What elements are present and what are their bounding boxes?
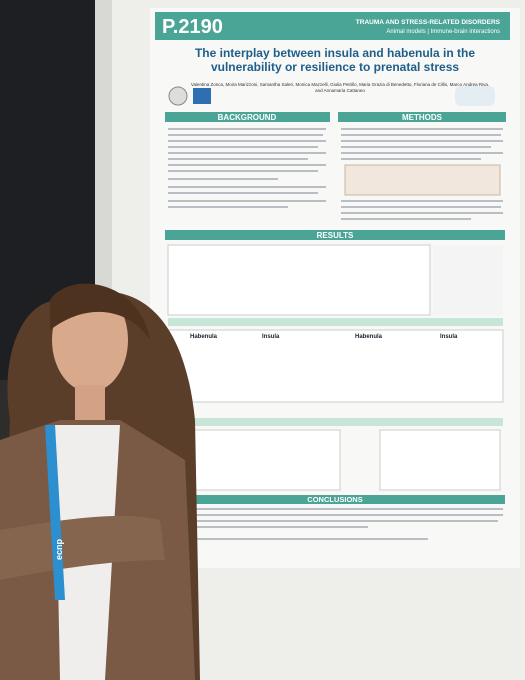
- neck: [75, 385, 105, 425]
- results-figure: [189, 429, 341, 491]
- section-bar: [165, 495, 505, 504]
- results-figure: [167, 329, 504, 403]
- section-bar: [165, 112, 330, 122]
- methods-figure: [344, 164, 501, 196]
- results-figure: [167, 244, 431, 316]
- panel-label: Insula: [440, 334, 458, 340]
- logo: [455, 86, 495, 106]
- section-title: BACKGROUND: [218, 113, 277, 122]
- header-bar: [155, 12, 510, 40]
- logo: [193, 88, 211, 104]
- section-bar: [338, 112, 506, 122]
- track: TRAUMA AND STRESS-RELATED DISORDERS: [356, 19, 501, 26]
- lanyard: [45, 425, 65, 600]
- results-figure: [379, 429, 501, 491]
- hair-top: [50, 283, 150, 340]
- text-lines: [168, 508, 503, 540]
- lanyard-text: ecnp: [54, 538, 64, 560]
- text-lines: [168, 128, 503, 220]
- section-bar: [165, 230, 505, 240]
- section-title: CONCLUSIONS: [307, 495, 362, 504]
- section-title: METHODS: [402, 113, 443, 122]
- arms: [0, 515, 165, 580]
- section-title: RESULTS: [317, 231, 354, 240]
- authors-box: Valentina Zonca, Moira Marizzoni, Samant…: [190, 82, 490, 93]
- title-box: The interplay between insula and habenul…: [194, 46, 476, 74]
- panel-label: Habenula: [355, 334, 383, 340]
- poster-code: P.2190: [162, 16, 223, 38]
- authors: Valentina Zonca, Moira Marizzoni, Samant…: [190, 82, 490, 93]
- subheader: [168, 318, 503, 326]
- poster-title: The interplay between insula and habenul…: [194, 46, 476, 74]
- results-text: [433, 245, 503, 315]
- topics: Animal models | Immune-brain interaction…: [386, 29, 500, 35]
- subheader: [168, 418, 503, 426]
- panel-label: Insula: [262, 334, 280, 340]
- logo: [168, 86, 188, 106]
- panel-label: Habenula: [190, 334, 218, 340]
